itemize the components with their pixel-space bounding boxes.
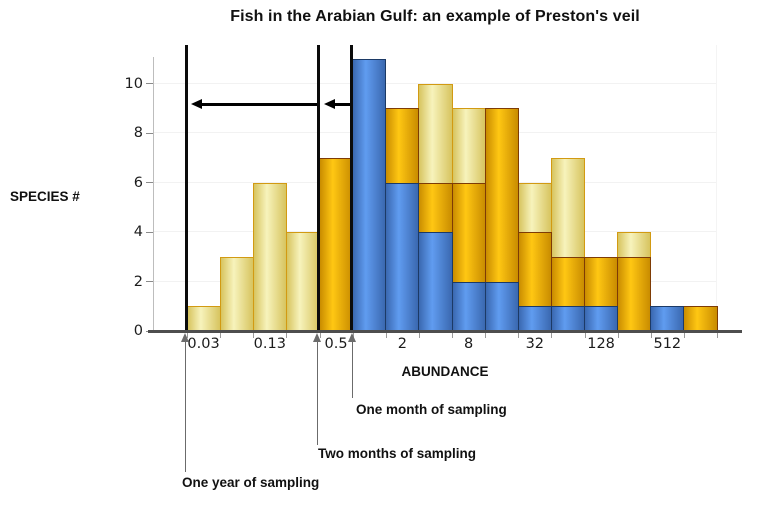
y-tick-label: 4 <box>133 224 143 240</box>
bar-two-months <box>319 157 354 331</box>
x-axis-tick <box>717 333 718 338</box>
x-axis-tick <box>683 333 685 338</box>
left-arrow-icon <box>323 98 335 109</box>
x-tick-label: 0.03 <box>187 336 220 352</box>
y-axis-label: SPECIES # <box>10 189 80 204</box>
x-axis-tick <box>286 333 288 338</box>
y-tick-label: 8 <box>133 125 143 141</box>
bar-one-year <box>219 256 254 331</box>
annotation-one-month: One month of sampling <box>356 402 507 417</box>
x-axis-tick <box>617 333 619 338</box>
bar-one-month <box>352 58 387 331</box>
bar-two-months <box>683 306 718 331</box>
veil-line <box>184 45 188 331</box>
plot-area: 0 2 4 6 8 10 0.03 0.13 0.5 2 8 32 128 512 <box>125 45 741 352</box>
bar-one-month <box>650 306 685 331</box>
x-axis-tick <box>385 333 387 338</box>
x-axis-tick <box>253 333 255 338</box>
y-tick-label: 0 <box>133 323 143 339</box>
bar-one-year <box>285 232 320 331</box>
x-axis-tick <box>518 333 520 338</box>
left-arrow-shaft <box>202 103 317 106</box>
bar-one-month <box>517 306 552 331</box>
y-axis-tick <box>146 231 153 233</box>
bar-one-month <box>584 306 619 331</box>
x-axis-tick <box>584 333 586 338</box>
x-axis-tick <box>452 333 453 338</box>
veil-line <box>317 45 320 331</box>
y-axis-tick <box>146 281 153 282</box>
x-axis-tick <box>551 333 553 338</box>
annotation-line-one-year <box>184 341 187 472</box>
x-axis-tick <box>418 333 420 338</box>
annotation-line-two-months <box>316 341 319 445</box>
y-tick-label: 2 <box>133 273 143 290</box>
veil-line <box>350 45 354 331</box>
x-tick-label: 8 <box>463 336 474 352</box>
y-tick-label: 6 <box>133 174 143 191</box>
bar-one-month <box>385 182 420 331</box>
plot-right-edge <box>716 45 717 331</box>
x-tick-label: 512 <box>653 336 682 352</box>
x-axis-label: ABUNDANCE <box>401 364 489 379</box>
x-tick-label: 0.13 <box>253 336 286 352</box>
bar-one-month <box>550 306 585 331</box>
x-axis-tick <box>650 333 652 338</box>
y-tick-label: 10 <box>124 75 143 92</box>
y-axis-tick <box>146 182 153 183</box>
x-axis-tick <box>485 333 487 338</box>
bar-one-month <box>484 281 519 331</box>
bar-one-year <box>186 306 221 331</box>
bar-one-month <box>451 281 486 331</box>
y-axis-tick <box>146 83 153 84</box>
up-arrow-icon <box>313 333 321 342</box>
x-tick-label: 0.5 <box>324 336 348 352</box>
annotation-two-months: Two months of sampling <box>318 446 476 461</box>
chart-title: Fish in the Arabian Gulf: an example of … <box>230 8 640 25</box>
left-arrow-shaft <box>334 103 350 106</box>
gridline <box>154 82 716 84</box>
x-tick-label: 32 <box>525 336 545 352</box>
annotation-one-year: One year of sampling <box>182 475 320 490</box>
x-tick-label: 2 <box>397 336 407 352</box>
bar-one-year <box>252 182 287 331</box>
y-axis-tick <box>146 132 153 134</box>
up-arrow-icon <box>348 333 356 342</box>
y-axis-line <box>153 57 154 331</box>
left-arrow-icon <box>191 98 202 109</box>
up-arrow-icon <box>181 333 189 342</box>
x-tick-label: 128 <box>587 336 615 352</box>
x-axis-tick <box>220 333 222 338</box>
bar-one-month <box>418 232 453 331</box>
x-axis-line <box>148 329 742 333</box>
annotation-line-one-month <box>351 341 354 398</box>
bar-two-months <box>617 256 652 331</box>
